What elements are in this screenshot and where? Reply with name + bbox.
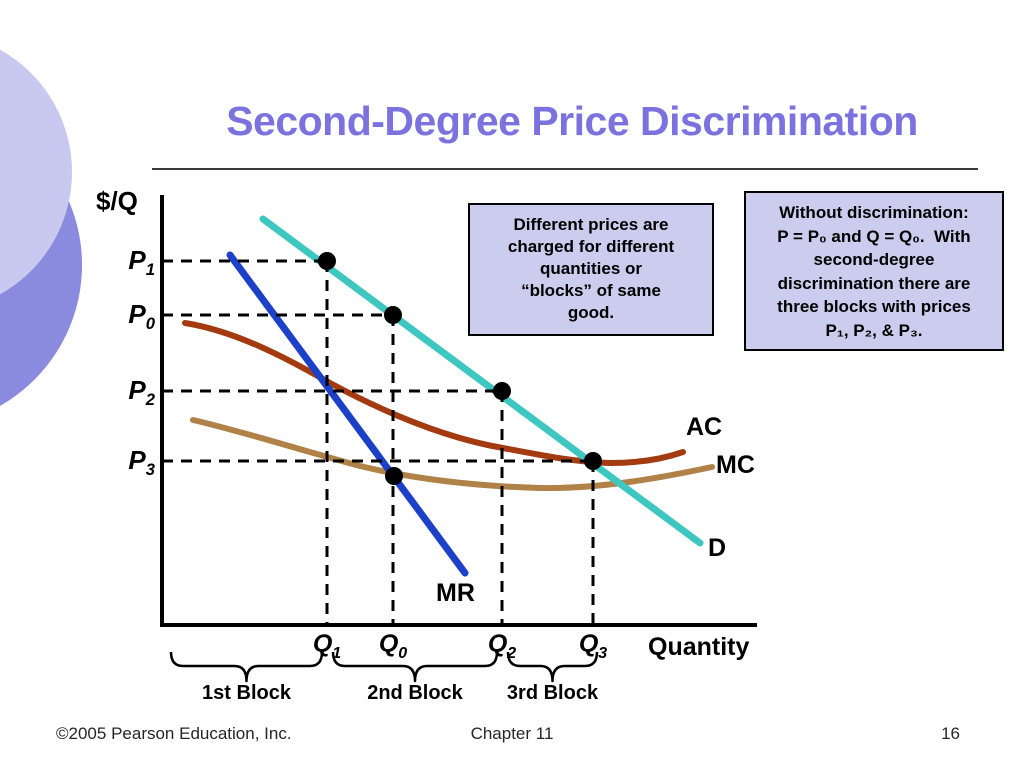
x-axis-label: Quantity (648, 633, 750, 661)
curve-label-ac: AC (686, 413, 723, 441)
slide-title: Second-Degree Price Discrimination (226, 98, 918, 144)
callout-without-discrimination: Without discrimination: P = P₀ and Q = Q… (744, 191, 1004, 351)
title-underline (152, 168, 978, 170)
callout-line: P₁, P₂, & P₃. (825, 320, 923, 340)
callout-line: quantities or (539, 259, 642, 278)
price-label-p1: P1 (128, 245, 155, 280)
quantity-label-q3: Q3 (578, 630, 608, 662)
curve-label-mc: MC (716, 451, 755, 479)
quantity-label-q2: Q2 (487, 630, 517, 662)
callout-line: P = P₀ and Q = Q₀. With (777, 226, 971, 246)
block-label-1st: 1st Block (202, 682, 291, 704)
callout-line: Without discrimination: (779, 203, 969, 222)
callout-line: Different prices are (513, 215, 669, 234)
slide-footer: ©2005 Pearson Education, Inc. Chapter 11… (0, 724, 1024, 746)
block-label-3rd: 3rd Block (506, 682, 599, 704)
quantity-label-q0: Q0 (378, 630, 408, 662)
y-axis-label: $/Q (96, 186, 138, 216)
footer-page-number: 16 (941, 724, 960, 743)
callout-line: good. (567, 303, 615, 322)
curve-label-d: D (708, 534, 727, 562)
price-label-p0: P0 (128, 299, 155, 334)
price-label-p3: P3 (128, 445, 155, 480)
footer-copyright: ©2005 Pearson Education, Inc. (56, 724, 292, 743)
quantity-label-q1: Q1 (312, 630, 342, 662)
callout-line: three blocks with prices (777, 297, 971, 316)
callout-line: “blocks” of same (521, 281, 661, 300)
callout-different-prices: Different prices are charged for differe… (468, 203, 714, 336)
price-label-p2: P2 (128, 375, 155, 410)
callout-line: second-degree (813, 250, 935, 269)
callout-line: charged for different (507, 237, 675, 256)
footer-chapter: Chapter 11 (470, 724, 554, 743)
curve-label-mr: MR (436, 579, 475, 607)
block-label-2nd: 2nd Block (367, 682, 463, 704)
callout-line: discrimination there are (777, 273, 971, 293)
